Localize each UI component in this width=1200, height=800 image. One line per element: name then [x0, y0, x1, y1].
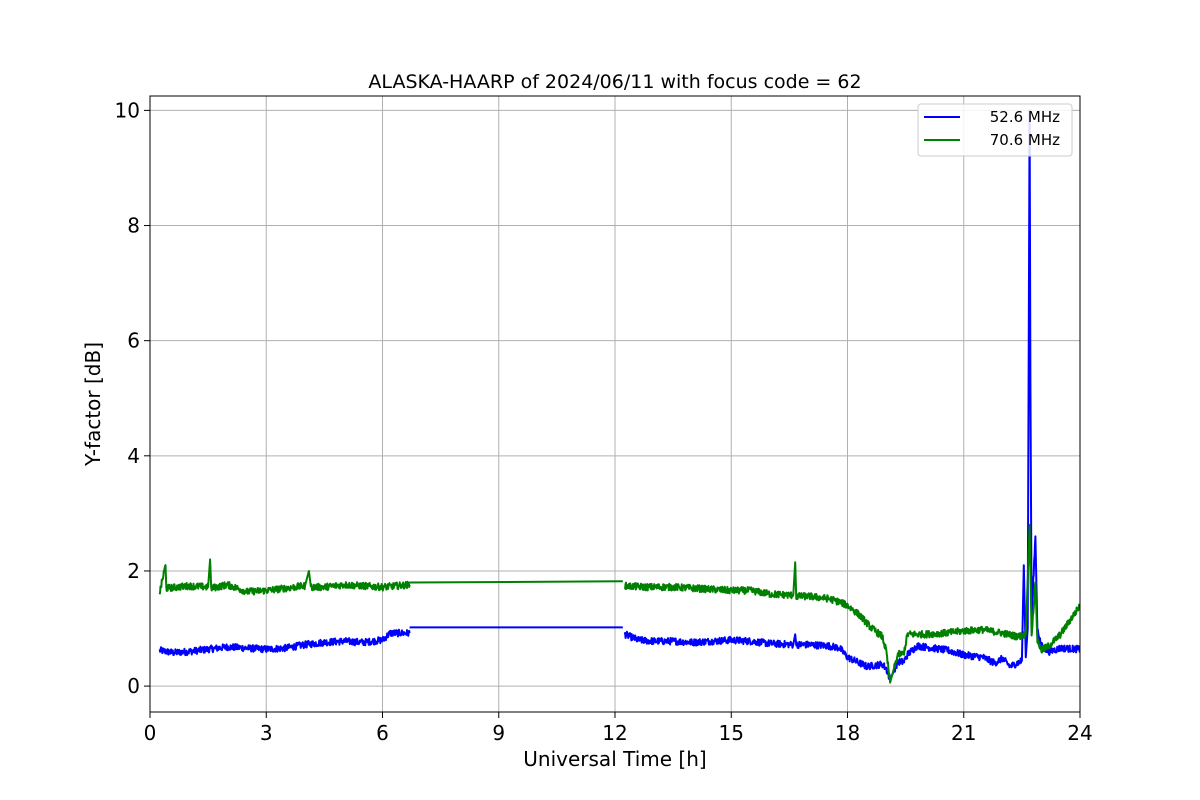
y-tick-label: 10 [115, 98, 140, 122]
x-tick-label: 12 [602, 721, 627, 745]
y-axis-label: Y-factor [dB] [81, 342, 105, 467]
series-line [623, 109, 1080, 681]
x-tick-label: 0 [144, 721, 157, 745]
legend: 52.6 MHz 70.6 MHz [917, 103, 1073, 157]
x-tick-label: 15 [719, 721, 744, 745]
y-tick-label: 0 [127, 674, 140, 698]
series-line [158, 558, 411, 596]
y-tick-label: 2 [127, 559, 140, 583]
x-tick-label: 18 [835, 721, 860, 745]
x-tick-label: 21 [951, 721, 976, 745]
x-tick-label: 3 [260, 721, 273, 745]
legend-label: 70.6 MHz [990, 131, 1060, 149]
plot-area [158, 109, 1080, 684]
series-line [158, 628, 411, 657]
x-tick-label: 6 [376, 721, 389, 745]
y-tick-label: 4 [127, 444, 140, 468]
series-line [409, 580, 623, 584]
series-1 [158, 523, 1080, 684]
y-tick-label: 6 [127, 329, 140, 353]
x-axis-label: Universal Time [h] [523, 747, 706, 771]
x-tick-label: 24 [1067, 721, 1092, 745]
x-tick-label: 9 [492, 721, 505, 745]
chart-title: ALASKA-HAARP of 2024/06/11 with focus co… [368, 71, 861, 93]
legend-label: 52.6 MHz [990, 108, 1060, 126]
series-line [623, 523, 1080, 684]
y-tick-label: 8 [127, 214, 140, 238]
series-0 [158, 109, 1080, 681]
